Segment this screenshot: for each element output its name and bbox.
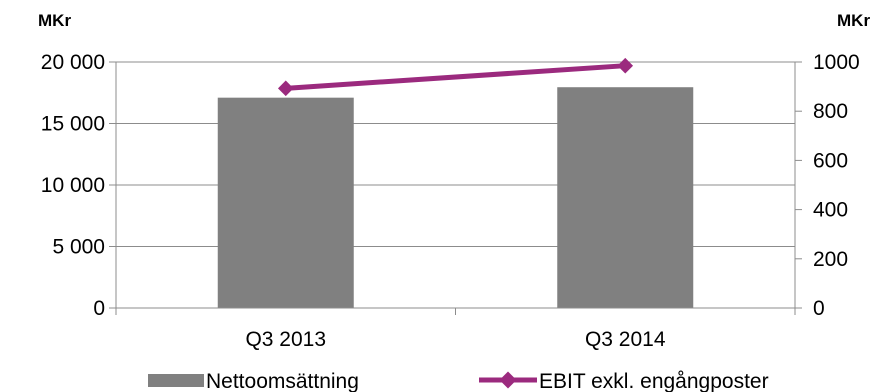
left-tick-label: 20 000 <box>41 51 105 74</box>
left-tick-label: 5 000 <box>52 236 105 259</box>
axes <box>109 61 802 315</box>
right-tick-label: 600 <box>813 149 848 172</box>
ebit-point <box>617 57 634 74</box>
left-axis-unit: MKr <box>38 11 71 30</box>
right-tick-label: 200 <box>813 248 848 271</box>
bar-series <box>217 87 694 308</box>
bar <box>557 87 694 308</box>
legend-swatch-bar <box>148 374 204 387</box>
right-tick-label: 400 <box>813 199 848 222</box>
category-label: Q3 2014 <box>585 328 666 351</box>
category-label: Q3 2013 <box>245 328 326 351</box>
ebit-point <box>277 80 294 97</box>
right-tick-label: 0 <box>813 297 825 320</box>
legend-swatch-marker <box>499 371 517 389</box>
legend-label-bar: Nettoomsättning <box>206 370 359 392</box>
bar <box>217 97 354 308</box>
right-tick-label: 800 <box>813 100 848 123</box>
legend-label-line: EBIT exkl. engångposter <box>539 370 769 392</box>
right-axis-unit: MKr <box>837 11 870 30</box>
right-tick-label: 1000 <box>813 51 860 74</box>
left-tick-label: 0 <box>93 297 105 320</box>
tick-labels: 0 5 000 10 000 15 000 20 000 0 200 400 600 800 100… <box>41 51 860 351</box>
left-tick-label: 10 000 <box>41 174 105 197</box>
legend: Nettoomsättning EBIT exkl. engångposter <box>148 370 769 392</box>
left-tick-label: 15 000 <box>41 113 105 136</box>
ebit-line <box>285 63 626 91</box>
